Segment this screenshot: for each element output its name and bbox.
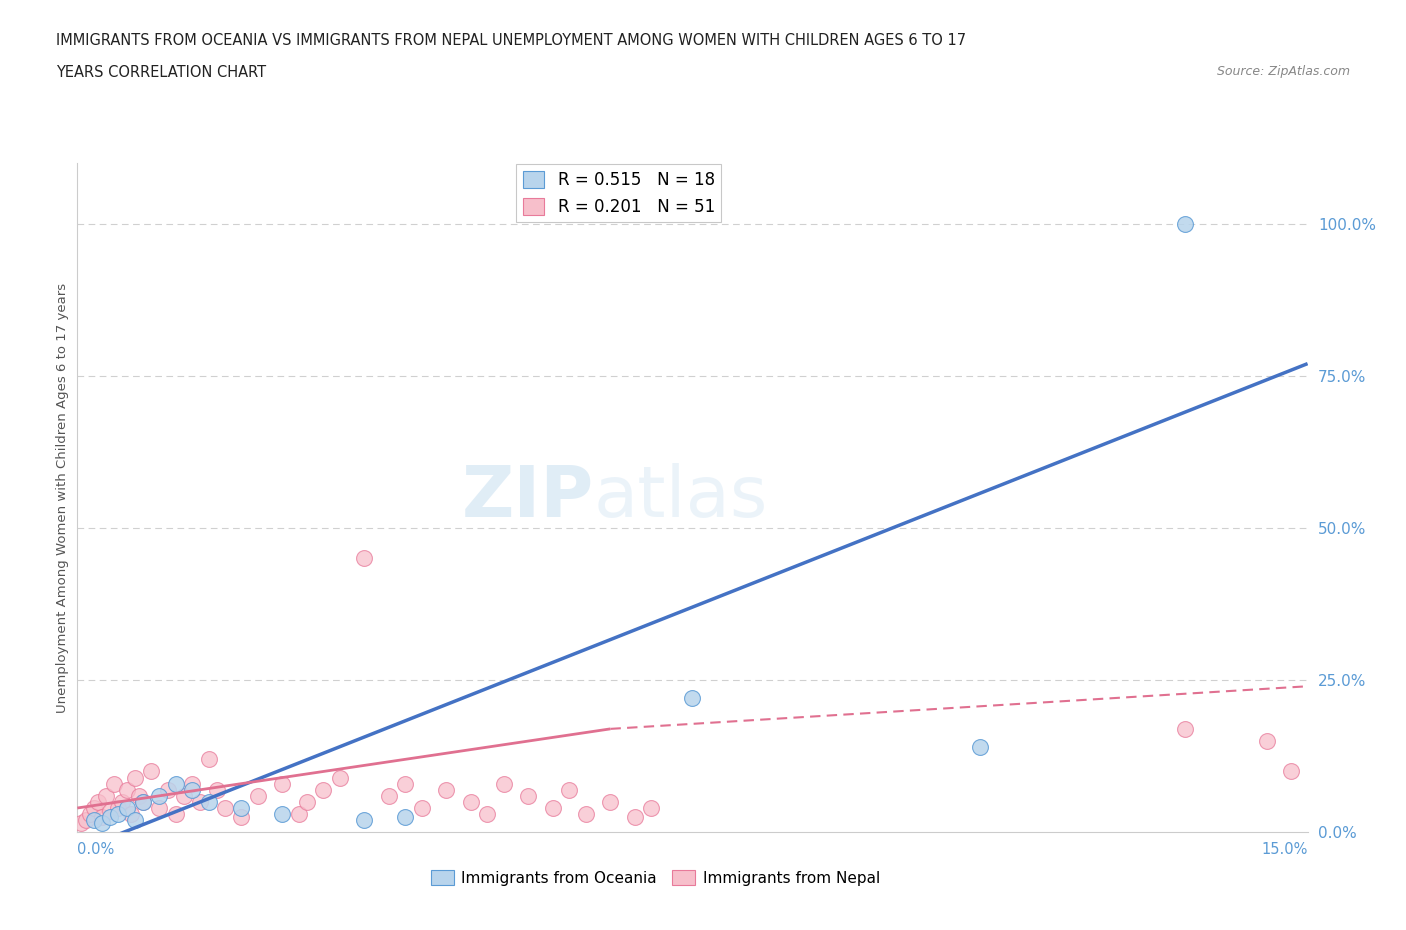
Y-axis label: Unemployment Among Women with Children Ages 6 to 17 years: Unemployment Among Women with Children A…	[56, 283, 69, 712]
Point	[98, 810, 121, 825]
Text: YEARS CORRELATION CHART: YEARS CORRELATION CHART	[56, 65, 266, 80]
Point	[98, 804, 121, 818]
Text: atlas: atlas	[595, 463, 769, 532]
Point	[83, 813, 105, 828]
Point	[205, 782, 228, 797]
Point	[231, 801, 253, 816]
Text: 15.0%: 15.0%	[1261, 842, 1308, 857]
Point	[79, 806, 101, 821]
Point	[969, 739, 991, 754]
Point	[353, 551, 375, 565]
Text: ZIP: ZIP	[461, 463, 595, 532]
Point	[124, 813, 146, 828]
Point	[165, 777, 187, 791]
Point	[517, 789, 540, 804]
Point	[329, 770, 352, 785]
Point	[197, 794, 219, 809]
Point	[107, 801, 129, 816]
Point	[541, 801, 564, 816]
Point	[312, 782, 335, 797]
Point	[682, 691, 704, 706]
Point	[231, 810, 253, 825]
Point	[128, 789, 150, 804]
Point	[436, 782, 458, 797]
Point	[271, 777, 294, 791]
Point	[115, 801, 138, 816]
Point	[477, 806, 499, 821]
Point	[214, 801, 236, 816]
Point	[132, 794, 155, 809]
Point	[165, 806, 187, 821]
Point	[181, 782, 204, 797]
Point	[599, 794, 621, 809]
Point	[181, 777, 204, 791]
Point	[558, 782, 581, 797]
Point	[148, 789, 170, 804]
Point	[83, 801, 105, 816]
Point	[460, 794, 482, 809]
Point	[1279, 764, 1302, 779]
Point	[111, 794, 134, 809]
Point	[132, 794, 155, 809]
Point	[107, 806, 129, 821]
Point	[394, 810, 416, 825]
Point	[378, 789, 401, 804]
Point	[120, 806, 142, 821]
Point	[353, 813, 375, 828]
Point	[411, 801, 433, 816]
Point	[197, 751, 219, 766]
Point	[90, 810, 114, 825]
Point	[156, 782, 179, 797]
Point	[188, 794, 212, 809]
Point	[124, 770, 146, 785]
Point	[173, 789, 195, 804]
Point	[246, 789, 269, 804]
Point	[575, 806, 598, 821]
Point	[94, 789, 117, 804]
Point	[1256, 734, 1278, 749]
Point	[90, 816, 114, 830]
Legend: R = 0.515   N = 18, R = 0.201   N = 51: R = 0.515 N = 18, R = 0.201 N = 51	[516, 165, 721, 222]
Point	[141, 764, 163, 779]
Point	[295, 794, 318, 809]
Point	[148, 801, 170, 816]
Point	[70, 816, 93, 830]
Point	[115, 782, 138, 797]
Point	[75, 813, 97, 828]
Point	[394, 777, 416, 791]
Point	[288, 806, 311, 821]
Point	[103, 777, 125, 791]
Point	[271, 806, 294, 821]
Point	[640, 801, 662, 816]
Point	[1174, 216, 1197, 231]
Text: 0.0%: 0.0%	[77, 842, 114, 857]
Text: Source: ZipAtlas.com: Source: ZipAtlas.com	[1216, 65, 1350, 78]
Point	[87, 794, 110, 809]
Point	[492, 777, 515, 791]
Point	[1174, 722, 1197, 737]
Point	[624, 810, 647, 825]
Text: IMMIGRANTS FROM OCEANIA VS IMMIGRANTS FROM NEPAL UNEMPLOYMENT AMONG WOMEN WITH C: IMMIGRANTS FROM OCEANIA VS IMMIGRANTS FR…	[56, 33, 966, 47]
